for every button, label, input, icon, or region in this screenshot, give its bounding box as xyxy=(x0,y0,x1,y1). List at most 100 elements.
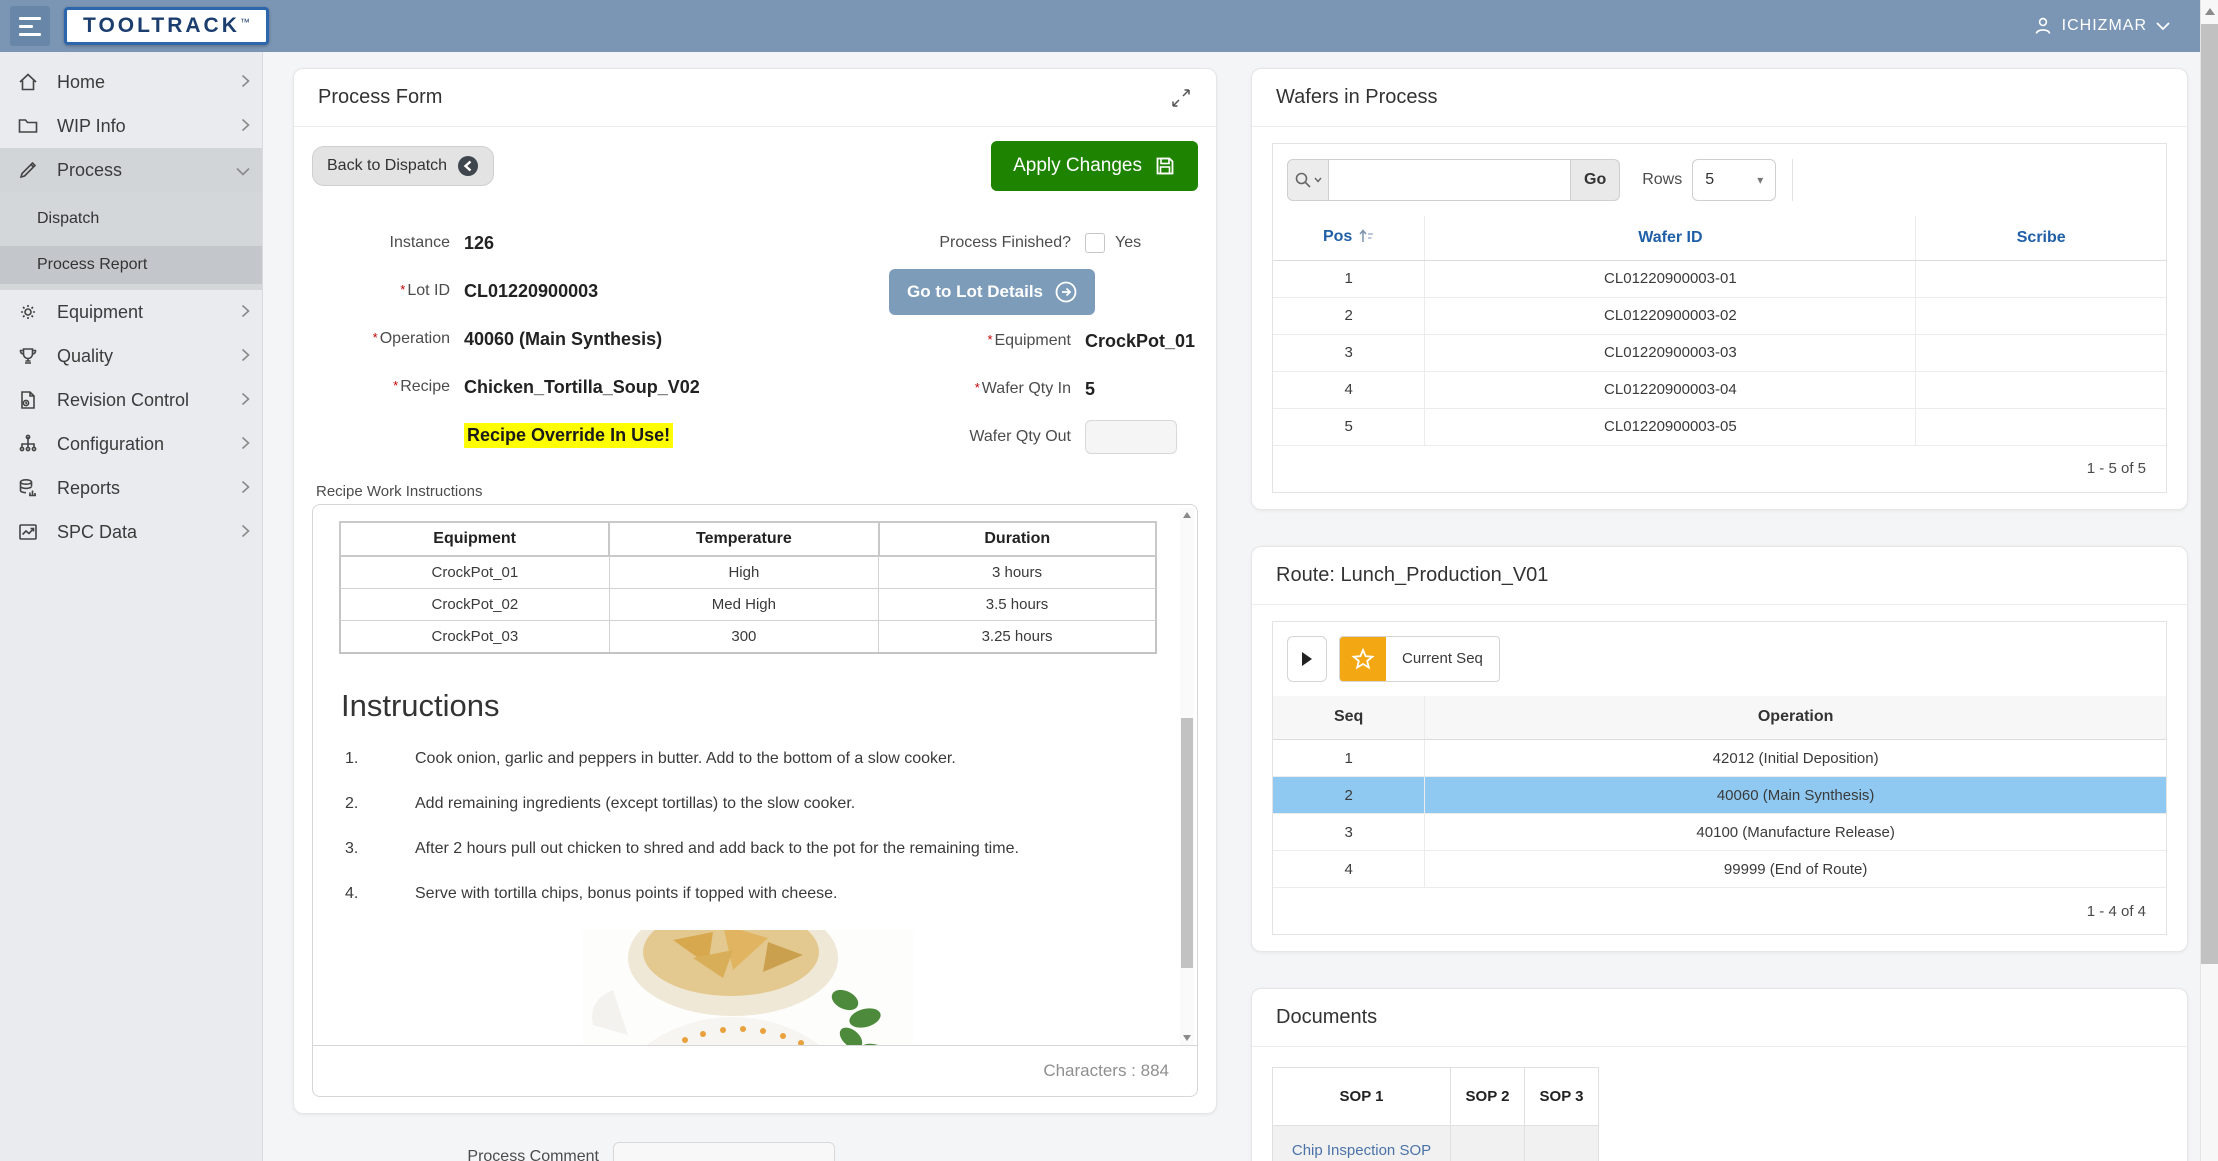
page-scrollbar[interactable] xyxy=(2200,0,2218,1161)
chevron-right-icon xyxy=(241,116,250,137)
logo-text: TOOLTRACK xyxy=(83,14,240,37)
arrow-right-circle-icon xyxy=(1055,281,1077,303)
search-options-button[interactable] xyxy=(1287,159,1329,201)
cell: High xyxy=(608,555,880,589)
table-row[interactable]: 1 CL01220900003-01 xyxy=(1273,260,2166,298)
scroll-up-icon[interactable] xyxy=(2205,8,2215,15)
pos-cell: 1 xyxy=(1273,260,1425,298)
process-finished-option-label: Yes xyxy=(1115,234,1142,251)
search-icon xyxy=(1295,172,1311,188)
pencil-icon xyxy=(16,158,40,182)
route-report-region: Current Seq Seq Operation 1 42012 (Initia… xyxy=(1272,620,2167,935)
column-header-seq[interactable]: Seq xyxy=(1273,695,1425,740)
process-form-card: Process Form Back to Dispatch xyxy=(293,68,1217,1114)
process-finished-checkbox[interactable] xyxy=(1085,233,1105,253)
user-menu[interactable]: ICHIZMAR xyxy=(2033,16,2170,36)
step-text: Cook onion, garlic and peppers in butter… xyxy=(415,750,956,767)
scrollbar-thumb[interactable] xyxy=(1181,718,1193,968)
scroll-down-icon[interactable] xyxy=(1183,1035,1191,1041)
expand-icon[interactable] xyxy=(1170,87,1192,109)
pos-cell: 5 xyxy=(1273,408,1425,446)
wafers-pagination: 1 - 5 of 5 xyxy=(2086,460,2146,477)
step-text: After 2 hours pull out chicken to shred … xyxy=(415,840,1019,857)
chip-inspection-sop-link[interactable]: Chip Inspection SOP xyxy=(1291,1142,1432,1159)
route-pagination: 1 - 4 of 4 xyxy=(2086,902,2146,920)
column-header: Temperature xyxy=(608,521,880,557)
sidebar-item-reports[interactable]: Reports xyxy=(0,466,262,510)
scribe-cell xyxy=(1915,297,2166,335)
table-row[interactable]: 5 CL01220900003-05 xyxy=(1273,408,2166,446)
table-row[interactable]: 4 CL01220900003-04 xyxy=(1273,371,2166,409)
instructions-list: 1. Cook onion, garlic and peppers in but… xyxy=(339,750,1157,903)
sidebar-subitem-label: Dispatch xyxy=(37,210,100,227)
play-button[interactable] xyxy=(1287,635,1327,682)
search-input[interactable] xyxy=(1329,159,1571,201)
sidebar-item-home[interactable]: Home xyxy=(0,60,262,104)
instructions-scrollbar[interactable] xyxy=(1180,508,1194,1045)
arrow-left-circle-icon xyxy=(458,156,479,176)
column-header-sop2: SOP 2 xyxy=(1450,1067,1525,1126)
current-seq-legend: Current Seq xyxy=(1339,635,1500,682)
sidebar-item-configuration[interactable]: Configuration xyxy=(0,422,262,466)
table-row-selected[interactable]: 2 40060 (Main Synthesis) xyxy=(1273,776,2166,814)
table-row[interactable]: 3 CL01220900003-03 xyxy=(1273,334,2166,372)
sidebar-item-revision-control[interactable]: Revision Control xyxy=(0,378,262,422)
table-row: CrockPot_02 Med High 3.5 hours xyxy=(339,588,1157,621)
recipe-equipment-table: Equipment Temperature Duration CrockPot_… xyxy=(338,521,1158,654)
sidebar-item-spc-data[interactable]: SPC Data xyxy=(0,510,262,554)
chevron-right-icon xyxy=(241,346,250,367)
lot-id-value: CL01220900003 xyxy=(464,280,599,301)
scrollbar-thumb[interactable] xyxy=(2201,24,2218,964)
recipe-override-warning: Recipe Override In Use! xyxy=(464,422,674,448)
step-text: Serve with tortilla chips, bonus points … xyxy=(415,885,838,902)
column-header-scribe[interactable]: Scribe xyxy=(1915,216,2166,261)
apply-changes-button[interactable]: Apply Changes xyxy=(991,141,1198,191)
documents-card-title: Documents xyxy=(1276,1006,1378,1028)
chevron-down-icon xyxy=(236,160,250,181)
wafers-card-title: Wafers in Process xyxy=(1276,86,1438,108)
instance-label: Instance xyxy=(389,234,450,251)
process-comment-textarea[interactable] xyxy=(613,1142,835,1161)
rows-per-page-select[interactable]: 5 ▾ xyxy=(1692,159,1777,201)
seq-cell: 1 xyxy=(1273,739,1425,777)
sidebar-item-quality[interactable]: Quality xyxy=(0,334,262,378)
go-button[interactable]: Go xyxy=(1571,159,1621,201)
wafer-id-cell: CL01220900003-05 xyxy=(1424,408,1916,446)
wafer-id-cell: CL01220900003-02 xyxy=(1424,297,1916,335)
recipe-label: * Recipe xyxy=(393,378,450,395)
pos-cell: 2 xyxy=(1273,297,1425,335)
chevron-down-icon xyxy=(2156,21,2170,30)
line-chart-icon xyxy=(16,520,40,544)
menu-toggle-button[interactable] xyxy=(10,6,50,46)
cell: CrockPot_03 xyxy=(339,620,610,654)
sidebar-item-wip-info[interactable]: WIP Info xyxy=(0,104,262,148)
document-clock-icon xyxy=(16,388,40,412)
scribe-cell xyxy=(1915,371,2166,409)
sidebar-item-equipment[interactable]: Equipment xyxy=(0,290,262,334)
table-row[interactable]: 2 CL01220900003-02 xyxy=(1273,297,2166,335)
scroll-up-icon[interactable] xyxy=(1183,512,1191,518)
back-to-dispatch-button[interactable]: Back to Dispatch xyxy=(312,146,495,186)
chevron-right-icon xyxy=(241,390,250,411)
sidebar-item-process[interactable]: Process xyxy=(0,148,262,192)
column-header-operation[interactable]: Operation xyxy=(1424,695,2166,740)
character-count: Characters : 884 xyxy=(312,1045,1198,1097)
column-header-wafer-id[interactable]: Wafer ID xyxy=(1424,216,1916,261)
soup-photo xyxy=(583,930,913,1045)
table-row[interactable]: 3 40100 (Manufacture Release) xyxy=(1273,813,2166,851)
seq-cell: 2 xyxy=(1273,776,1425,814)
sidebar-item-process-report[interactable]: Process Report xyxy=(0,246,262,284)
cell: 3.25 hours xyxy=(878,620,1157,654)
save-icon xyxy=(1156,157,1174,175)
table-row[interactable]: 1 42012 (Initial Deposition) xyxy=(1273,739,2166,777)
database-chart-icon xyxy=(16,476,40,500)
wafer-qty-out-input[interactable] xyxy=(1085,420,1177,454)
table-row[interactable]: 4 99999 (End of Route) xyxy=(1273,850,2166,888)
back-button-label: Back to Dispatch xyxy=(327,157,448,174)
go-to-lot-details-button[interactable]: Go to Lot Details xyxy=(889,269,1095,315)
sidebar-item-dispatch[interactable]: Dispatch xyxy=(0,200,262,238)
rows-selected-value: 5 xyxy=(1705,171,1715,188)
column-header-pos[interactable]: Pos xyxy=(1273,216,1425,261)
route-card-title: Route: Lunch_Production_V01 xyxy=(1276,563,1549,586)
cell: 3.5 hours xyxy=(878,588,1157,621)
